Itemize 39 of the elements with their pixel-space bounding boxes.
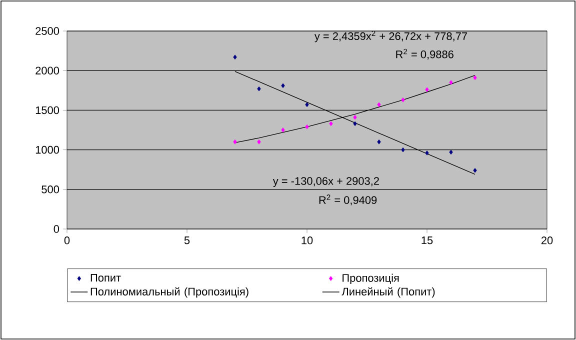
legend-label: Линейный (Попит) [342, 287, 435, 298]
point [305, 124, 309, 130]
point [281, 83, 285, 88]
point [257, 86, 261, 92]
legend-label: Попит [90, 274, 121, 282]
point [353, 114, 357, 120]
y-tick-label: 1000 [36, 146, 60, 154]
point [473, 168, 477, 173]
x-tick-label: 10 [302, 236, 313, 244]
point [281, 128, 285, 132]
annotation: y = -130,06x + 2903,2 [272, 177, 379, 188]
legend-label: Пропозиція [342, 274, 399, 284]
point [425, 87, 429, 92]
x-tick-label: 5 [184, 236, 190, 244]
point [425, 150, 429, 156]
point [353, 121, 357, 126]
point [233, 139, 237, 144]
point [401, 98, 405, 102]
y-tick-label: 0 [54, 225, 60, 233]
annotation: R$^{2}$ = 0,9886 [396, 48, 454, 60]
point [449, 150, 453, 155]
point [377, 139, 381, 144]
point [329, 121, 333, 126]
annotation: R$^{2}$ = 0,9409 [319, 194, 377, 206]
point [449, 80, 453, 85]
point [401, 147, 405, 152]
point [233, 54, 237, 60]
x-tick-label: 15 [422, 236, 433, 244]
point [257, 139, 261, 144]
y-tick-label: 1500 [36, 106, 60, 114]
x-tick-label: 20 [541, 236, 553, 244]
point [473, 75, 477, 80]
point [377, 102, 381, 108]
y-tick-label: 2000 [36, 66, 60, 74]
y-tick-label: 2500 [36, 27, 60, 35]
point [305, 102, 309, 108]
legend-label: Полиномиальный (Пропозиція) [90, 287, 248, 298]
x-tick-label: 0 [64, 236, 70, 244]
y-tick-label: 500 [42, 186, 60, 194]
